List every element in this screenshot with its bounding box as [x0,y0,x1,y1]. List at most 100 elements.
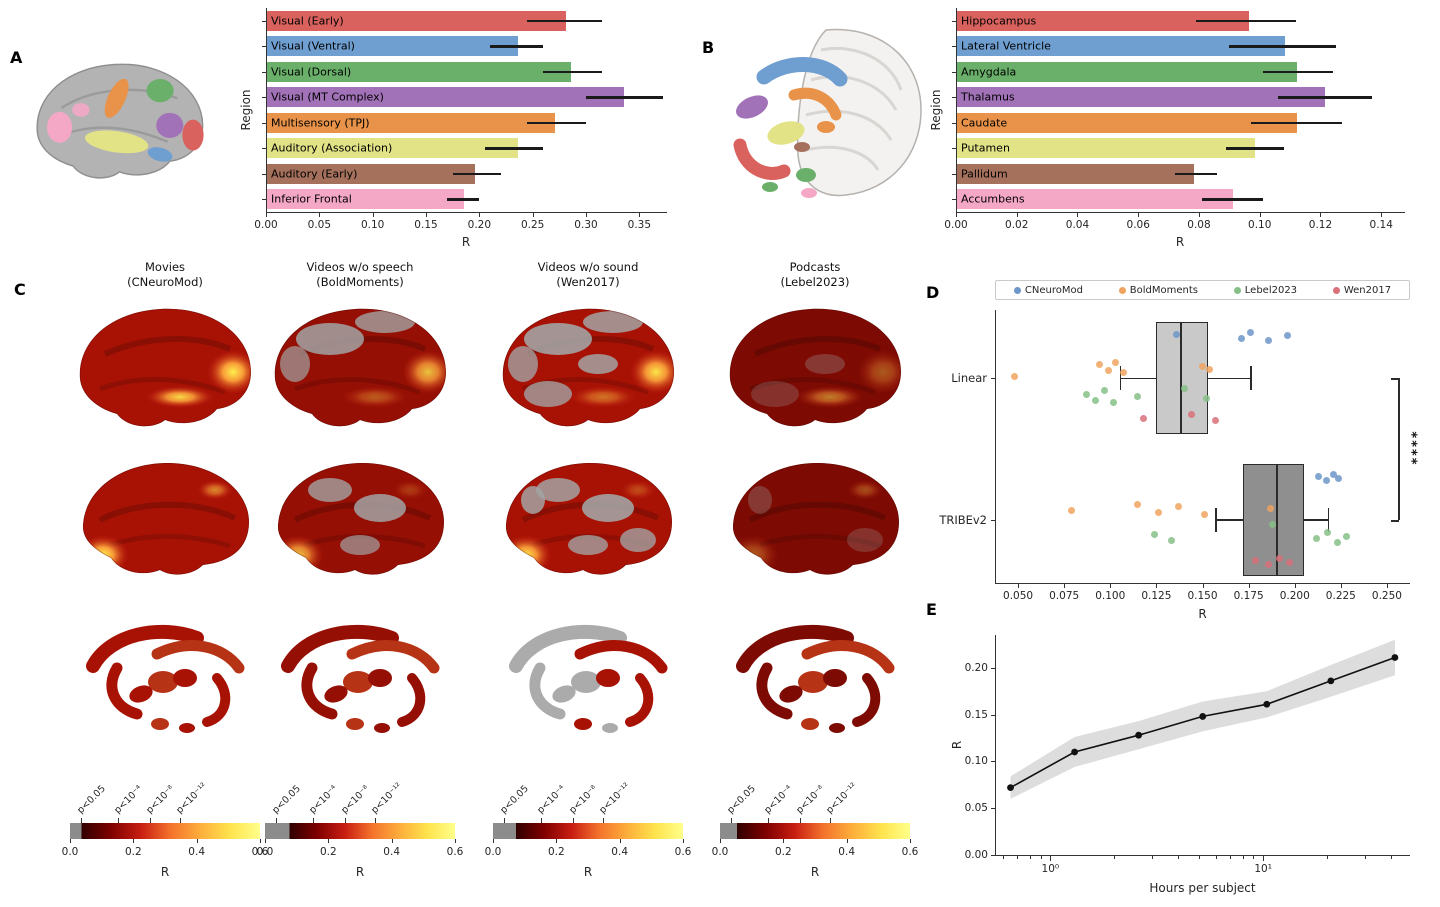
colorbar-tick [260,839,261,843]
error-bar-putamen [1226,147,1285,150]
colorbar-tick-label: 0.2 [547,846,565,858]
x-axis-title: R [1175,235,1185,249]
x-tick [372,213,374,217]
lateral-surface-map [729,308,902,427]
x-axis-title: R [1198,607,1207,621]
p-threshold-tick [830,818,832,823]
x-tick [1248,584,1250,588]
category-label-visual-early: Visual (Early) [271,14,344,28]
x-minor-tick [1391,856,1393,859]
colorbar-tick-label: 0.6 [251,846,269,858]
colorbar-tick [720,839,721,843]
colorbar-tick [846,839,848,843]
x-tick [1077,213,1079,217]
x-tick-label: 0.125 [1141,590,1172,602]
y-tick [991,667,995,669]
x-tick-label: 0.10 [1248,219,1272,231]
subcortical-map [509,624,668,733]
colorbar-tick [328,839,330,843]
colorbar-tick-label: 0.6 [901,846,919,858]
error-bar-thalamus [1277,96,1373,99]
x-tick-label: 0.00 [944,219,968,231]
colorbar-tick-label: 0.0 [711,846,729,858]
p-threshold-tick [572,818,574,823]
data-point-marker [1199,713,1207,720]
significance-stars: **** [1403,431,1419,467]
cortical-roi-brain-illustration [22,50,217,195]
data-point-marker [1007,784,1014,791]
y-tick [952,20,956,22]
column-subtitle: (CNeuroMod) [127,275,203,289]
error-bar-auditory-association [484,147,544,150]
data-point-cneuromod [1265,336,1273,344]
y-axis-spine [995,310,996,583]
category-label-pallidum: Pallidum [961,167,1008,181]
panel-c-label: C [14,280,26,299]
p-threshold-label: p<10⁻¹² [597,780,633,816]
p-threshold-tick [767,818,769,823]
median-line-tribev2 [1276,464,1278,577]
y-tick [952,122,956,124]
category-label-putamen: Putamen [961,141,1010,155]
x-tick-label: 0.25 [520,219,545,231]
x-minor-tick [1364,856,1366,859]
error-bar-visual-early [527,19,602,22]
medial-surface-map [505,462,672,575]
data-point-cneuromod [1237,334,1245,342]
x-tick [319,213,321,217]
data-point-wen2017 [1187,410,1195,418]
x-tick-label: 0.175 [1233,590,1264,602]
category-label-auditory-association: Auditory (Association) [271,141,393,155]
data-point-marker [1391,654,1399,661]
y-tick [262,46,266,48]
colorbar-tick-label: 0.4 [611,846,629,858]
x-tick-label: 0.150 [1187,590,1218,602]
p-threshold-label: p<10⁻⁴ [534,783,568,816]
y-tick-label: 0.10 [964,755,988,768]
p-threshold-label: p<0.05 [725,783,759,816]
p-threshold-tick [276,818,278,823]
colorbar-axis-label: R [810,865,820,879]
colorbar-tick [910,839,911,843]
panel-a-label: A [10,48,23,67]
p-threshold-label: p<10⁻⁴ [111,783,145,816]
y-tick [991,808,995,810]
panel-e-label: E [926,600,937,619]
p-threshold-label: p<10⁻¹² [174,780,210,816]
p-threshold-tick [603,818,605,823]
data-point-lebel2023 [1092,396,1100,404]
colorbar-tick [493,839,494,843]
subcortical-map [736,624,895,733]
data-point-lebel2023 [1202,394,1210,402]
p-threshold-tick [799,818,801,823]
data-point-cneuromod [1315,472,1323,480]
column-subtitle: (Wen2017) [556,275,620,289]
p-threshold-tick [312,818,314,823]
lateral-surface-map [79,308,252,427]
significance-bracket-end [1391,378,1399,380]
x-tick-label: 10¹ [1254,863,1272,875]
x-axis-spine [995,583,1410,584]
data-point-boldmoments [1119,368,1127,376]
x-tick-label: 0.20 [467,219,492,231]
category-label-visual-ventral: Visual (Ventral) [271,39,355,53]
error-bar-visual-dorsal [543,70,602,73]
bar-visual-mt-complex [267,87,625,108]
data-point-marker [1263,700,1271,708]
bar-visual-early [267,10,566,31]
x-tick [1110,584,1112,588]
colorbar-tick [70,839,71,843]
medial-surface-map [277,462,444,575]
p-threshold-tick [149,818,151,823]
data-point-cneuromod [1246,328,1254,336]
data-point-wen2017 [1285,558,1293,566]
colorbar-tick-label: 0.0 [256,846,274,858]
colorbar-tick [619,839,621,843]
x-tick-label: 10⁰ [1041,863,1060,875]
p-threshold-tick [117,818,119,823]
data-point-lebel2023 [1167,536,1175,544]
bar-auditory-association [267,138,518,159]
whisker-cap [1327,508,1330,533]
data-point-boldmoments [1112,358,1120,366]
x-axis-spine [266,212,667,213]
